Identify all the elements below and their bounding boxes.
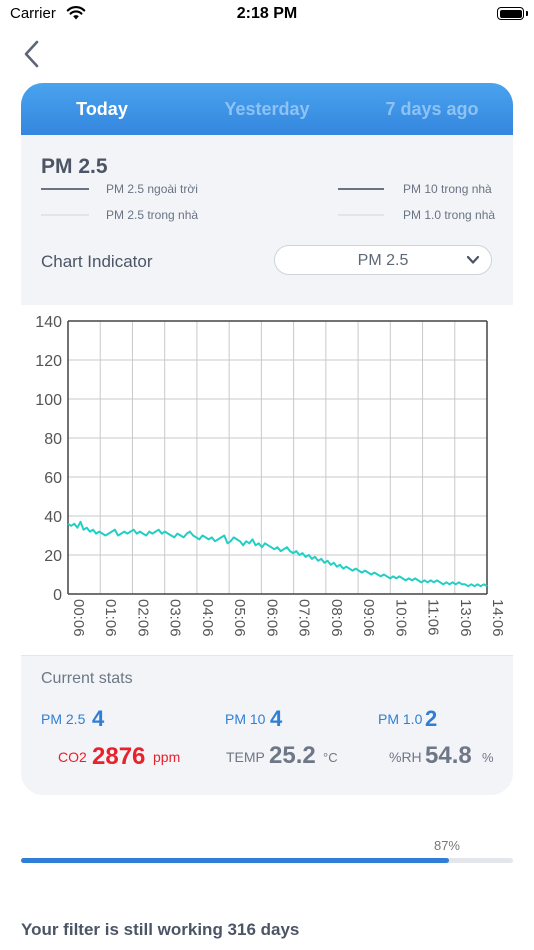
pm25-line-chart: 0 20 40 60 80 100 120 140 00:06 01:06 02:06 03:06 04… bbox=[35, 314, 506, 637]
carrier-label: Carrier bbox=[10, 5, 56, 22]
filter-progress-bar bbox=[21, 858, 513, 863]
filter-progress-percent: 87% bbox=[433, 838, 460, 853]
filter-status-message: Your filter is still working 316 days bbox=[21, 920, 300, 939]
back-button[interactable] bbox=[20, 38, 48, 70]
legend-line-pm10-indoor bbox=[338, 188, 384, 190]
y-tick-label: 60 bbox=[44, 470, 62, 487]
x-tick-label: 01:06 bbox=[102, 599, 119, 637]
pm25-stat-label: PM 2.5 bbox=[41, 711, 86, 727]
divider bbox=[21, 655, 513, 656]
chart-indicator-dropdown[interactable]: PM 2.5 bbox=[274, 245, 492, 275]
chevron-down-icon bbox=[466, 255, 480, 264]
filter-progress-fill bbox=[21, 858, 450, 863]
legend-line-pm25-outdoor bbox=[41, 188, 89, 190]
pm1-stat-value: 2 bbox=[425, 706, 438, 731]
pm25-chart: 0 20 40 60 80 100 120 140 00:06 01:06 02:06 03:06 04… bbox=[21, 305, 513, 655]
chevron-left-icon bbox=[24, 40, 39, 68]
co2-stat-value: 2876 bbox=[92, 743, 146, 770]
tab-yesterday[interactable]: Yesterday bbox=[224, 99, 310, 119]
current-stats-title: Current stats bbox=[41, 670, 133, 687]
temp-stat-label: TEMP bbox=[226, 749, 265, 765]
x-tick-label: 11:06 bbox=[425, 599, 442, 635]
co2-stat-label: CO2 bbox=[58, 749, 87, 765]
y-tick-label: 20 bbox=[44, 548, 62, 565]
y-tick-label: 40 bbox=[44, 509, 62, 526]
battery-icon bbox=[497, 7, 524, 20]
battery-tip bbox=[526, 11, 528, 16]
y-tick-label: 80 bbox=[44, 431, 62, 448]
temp-stat-value: 25.2 bbox=[269, 742, 316, 769]
x-tick-label: 04:06 bbox=[199, 599, 216, 637]
legend-label-pm25-outdoor: PM 2.5 ngoài trời bbox=[106, 182, 198, 196]
tab-7-days-ago[interactable]: 7 days ago bbox=[385, 99, 479, 119]
x-tick-label: 13:06 bbox=[457, 599, 474, 637]
tab-today[interactable]: Today bbox=[76, 99, 128, 119]
y-tick-label: 0 bbox=[53, 587, 62, 604]
legend-label-pm10-indoor: PM 10 trong nhà bbox=[403, 182, 492, 196]
x-tick-label: 14:06 bbox=[489, 599, 506, 637]
pm1-stat-label: PM 1.0 bbox=[378, 711, 423, 727]
pm25-stat-value: 4 bbox=[92, 706, 105, 731]
status-bar: Carrier 2:18 PM bbox=[0, 0, 534, 28]
chart-indicator-value: PM 2.5 bbox=[357, 252, 409, 269]
y-tick-label: 100 bbox=[35, 392, 62, 409]
history-card: Today Yesterday 7 days ago PM 2.5 PM 2.5… bbox=[21, 83, 513, 795]
status-time: 2:18 PM bbox=[236, 5, 298, 22]
x-tick-label: 06:06 bbox=[263, 599, 280, 637]
period-tabs: Today Yesterday 7 days ago bbox=[21, 83, 513, 135]
co2-stat-unit: ppm bbox=[153, 749, 181, 765]
legend-line-pm25-indoor bbox=[41, 214, 89, 216]
legend-label-pm25-indoor: PM 2.5 trong nhà bbox=[106, 208, 199, 222]
x-tick-label: 02:06 bbox=[134, 599, 151, 637]
chart-indicator-label: Chart Indicator bbox=[41, 252, 153, 271]
x-tick-label: 07:06 bbox=[296, 599, 313, 637]
x-tick-label: 05:06 bbox=[231, 599, 248, 637]
x-tick-label: 08:06 bbox=[328, 599, 345, 637]
rh-stat-value: 54.8 bbox=[425, 742, 472, 769]
temp-stat-unit: °C bbox=[323, 750, 338, 765]
rh-stat-unit: % bbox=[482, 750, 494, 765]
pm25-series-line bbox=[67, 520, 488, 588]
wifi-icon bbox=[66, 6, 86, 20]
y-tick-label: 140 bbox=[35, 314, 62, 331]
legend-label-pm1-indoor: PM 1.0 trong nhà bbox=[403, 208, 496, 222]
x-tick-label: 00:06 bbox=[70, 599, 87, 637]
x-tick-label: 10:06 bbox=[392, 599, 409, 637]
legend-line-pm1-indoor bbox=[338, 214, 384, 216]
y-tick-label: 120 bbox=[35, 353, 62, 370]
rh-stat-label: %RH bbox=[389, 749, 422, 765]
x-tick-label: 03:06 bbox=[167, 599, 184, 637]
pm10-stat-value: 4 bbox=[270, 706, 283, 731]
panel-title: PM 2.5 bbox=[41, 155, 108, 178]
pm10-stat-label: PM 10 bbox=[225, 711, 266, 727]
x-tick-label: 09:06 bbox=[360, 599, 377, 637]
